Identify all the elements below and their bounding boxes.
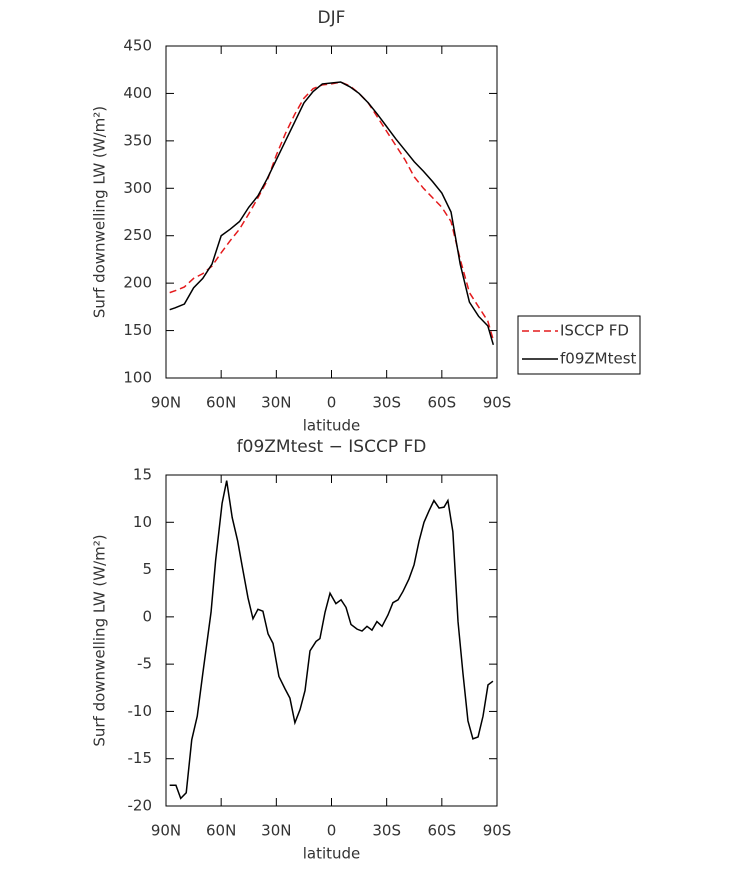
x-tick-label: 30S xyxy=(372,394,401,412)
legend-box xyxy=(517,315,641,375)
plot-frame xyxy=(165,474,498,807)
x-tick-label: 60N xyxy=(206,394,236,412)
y-axis-label: Surf downwelling LW (W/m²) xyxy=(91,534,109,746)
y-tick-label: 450 xyxy=(123,37,152,55)
x-tick-label: 90N xyxy=(151,394,181,412)
y-tick-label: 400 xyxy=(123,84,152,102)
x-tick-label: 30S xyxy=(372,822,401,840)
y-tick-label: 200 xyxy=(123,274,152,292)
x-tick-label: 60S xyxy=(428,394,457,412)
y-tick-label: 10 xyxy=(133,513,152,531)
y-tick-label: 300 xyxy=(123,179,152,197)
line xyxy=(169,81,495,341)
legend-label: f09ZMtest xyxy=(560,350,637,368)
y-tick-label: 5 xyxy=(142,560,152,578)
y-tick-label: -15 xyxy=(128,749,153,767)
y-axis-label: Surf downwelling LW (W/m²) xyxy=(91,106,109,318)
x-tick-label: 90S xyxy=(483,822,512,840)
y-tick-label: 250 xyxy=(123,226,152,244)
x-tick-label: 90N xyxy=(151,822,181,840)
chart-title: DJF xyxy=(318,8,346,28)
y-tick-label: 150 xyxy=(123,321,152,339)
y-tick-label: -5 xyxy=(137,655,152,673)
x-tick-label: 30N xyxy=(261,822,291,840)
line xyxy=(169,81,495,346)
y-tick-label: 15 xyxy=(133,466,152,484)
x-tick-label: 0 xyxy=(327,394,337,412)
plot-frame xyxy=(165,45,498,379)
y-tick-label: -10 xyxy=(128,702,153,720)
x-tick-label: 60N xyxy=(206,822,236,840)
x-axis-label: latitude xyxy=(303,417,361,435)
chart-title: f09ZMtest − ISCCP FD xyxy=(237,437,427,457)
x-tick-label: 90S xyxy=(483,394,512,412)
x-axis-label: latitude xyxy=(303,845,361,863)
x-tick-label: 30N xyxy=(261,394,291,412)
legend-label: ISCCP FD xyxy=(560,322,629,340)
x-tick-label: 0 xyxy=(327,822,337,840)
line xyxy=(169,480,494,800)
y-tick-label: -20 xyxy=(128,797,153,815)
y-tick-label: 350 xyxy=(123,131,152,149)
y-tick-label: 0 xyxy=(142,607,152,625)
x-tick-label: 60S xyxy=(428,822,457,840)
y-tick-label: 100 xyxy=(123,369,152,387)
